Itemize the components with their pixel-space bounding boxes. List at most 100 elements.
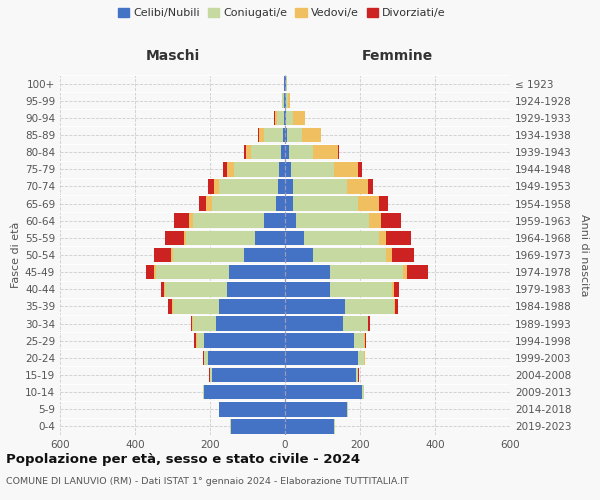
Bar: [275, 196, 285, 211]
Bar: [287, 128, 302, 142]
Bar: [285, 350, 358, 365]
Bar: [229, 265, 285, 280]
Bar: [337, 145, 340, 160]
Legend: Celibi/Nubili, Coniugati/e, Vedovi/e, Divorziati/e: Celibi/Nubili, Coniugati/e, Vedovi/e, Di…: [116, 6, 448, 20]
Y-axis label: Fasce di età: Fasce di età: [11, 222, 21, 288]
Bar: [190, 214, 193, 228]
Bar: [205, 334, 285, 348]
Bar: [293, 110, 305, 125]
Bar: [285, 316, 343, 331]
Bar: [173, 299, 220, 314]
Bar: [227, 282, 285, 296]
Bar: [220, 179, 277, 194]
Bar: [296, 214, 370, 228]
Bar: [265, 214, 285, 228]
Bar: [206, 196, 212, 211]
Bar: [285, 282, 330, 296]
Bar: [164, 282, 165, 296]
Bar: [285, 196, 293, 211]
Bar: [230, 419, 285, 434]
Bar: [172, 299, 173, 314]
Bar: [193, 214, 265, 228]
Bar: [210, 368, 212, 382]
Bar: [290, 162, 334, 176]
Bar: [146, 265, 154, 280]
Bar: [173, 248, 244, 262]
Bar: [285, 179, 293, 194]
Bar: [154, 248, 170, 262]
Bar: [286, 76, 287, 91]
Bar: [165, 282, 227, 296]
Bar: [379, 230, 386, 245]
Bar: [205, 350, 208, 365]
Bar: [285, 248, 313, 262]
Bar: [379, 196, 388, 211]
Bar: [330, 265, 403, 280]
Bar: [165, 230, 184, 245]
Bar: [313, 145, 337, 160]
Bar: [205, 385, 285, 400]
Bar: [280, 162, 285, 176]
Bar: [304, 230, 379, 245]
Bar: [281, 145, 285, 160]
Bar: [286, 94, 287, 108]
Bar: [368, 316, 370, 331]
Bar: [244, 145, 245, 160]
Bar: [281, 94, 283, 108]
Bar: [358, 162, 362, 176]
Bar: [334, 419, 335, 434]
Bar: [403, 265, 407, 280]
Bar: [212, 368, 285, 382]
Bar: [168, 299, 172, 314]
Bar: [258, 128, 259, 142]
Bar: [370, 214, 380, 228]
Bar: [212, 196, 275, 211]
Bar: [244, 248, 285, 262]
Bar: [218, 402, 220, 416]
Bar: [259, 128, 265, 142]
Bar: [197, 334, 205, 348]
Bar: [286, 110, 293, 125]
Bar: [223, 162, 227, 176]
Bar: [285, 402, 347, 416]
Bar: [220, 402, 285, 416]
Bar: [358, 350, 364, 365]
Bar: [394, 299, 395, 314]
Bar: [386, 230, 410, 245]
Bar: [407, 265, 427, 280]
Bar: [285, 145, 289, 160]
Bar: [293, 179, 347, 194]
Bar: [199, 196, 206, 211]
Bar: [302, 128, 320, 142]
Bar: [154, 265, 155, 280]
Bar: [285, 214, 296, 228]
Bar: [255, 230, 285, 245]
Bar: [345, 299, 394, 314]
Bar: [196, 334, 197, 348]
Bar: [274, 110, 275, 125]
Bar: [245, 145, 251, 160]
Bar: [285, 265, 330, 280]
Bar: [215, 316, 285, 331]
Bar: [285, 110, 286, 125]
Bar: [185, 230, 255, 245]
Bar: [284, 76, 285, 91]
Bar: [285, 385, 362, 400]
Bar: [161, 282, 164, 296]
Bar: [364, 350, 365, 365]
Bar: [285, 162, 290, 176]
Bar: [251, 145, 281, 160]
Bar: [214, 179, 220, 194]
Bar: [285, 334, 355, 348]
Bar: [208, 179, 214, 194]
Bar: [193, 316, 215, 331]
Bar: [313, 248, 386, 262]
Bar: [170, 248, 173, 262]
Bar: [394, 282, 400, 296]
Bar: [285, 128, 287, 142]
Bar: [191, 316, 193, 331]
Bar: [395, 299, 398, 314]
Bar: [184, 230, 185, 245]
Bar: [334, 162, 358, 176]
Bar: [365, 334, 367, 348]
